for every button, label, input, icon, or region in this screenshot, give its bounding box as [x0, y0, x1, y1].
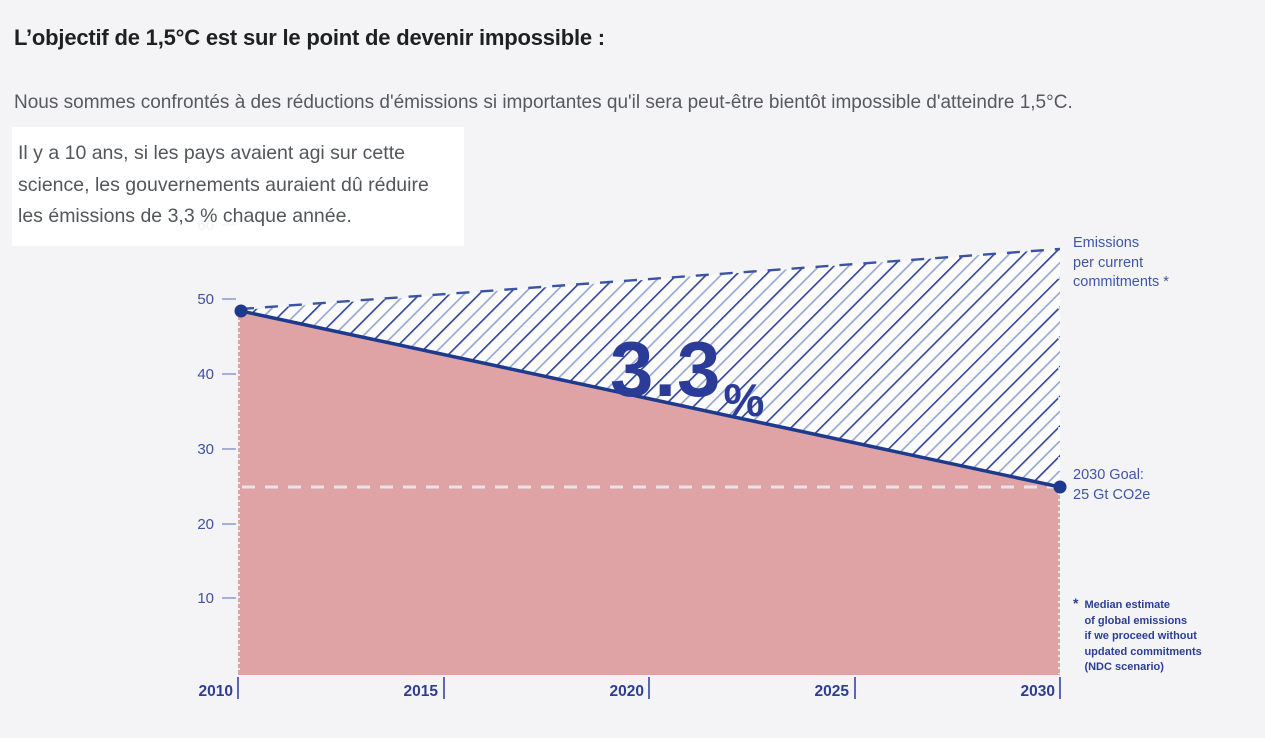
y-tick-mark	[222, 597, 236, 599]
reduction-trend-line	[240, 309, 1061, 489]
y-tick-40: 40	[150, 364, 236, 384]
y-tick-label: 10	[197, 589, 214, 607]
y-tick-mark	[222, 298, 236, 300]
y-tick-label: 40	[197, 365, 214, 383]
x-tick-mark-2015	[443, 677, 445, 699]
y-tick-mark	[222, 373, 236, 375]
x-tick-mark-2010	[237, 677, 239, 699]
goal-2030-label: 2030 Goal: 25 Gt CO2e	[1073, 467, 1151, 503]
percent-sign: %	[723, 374, 766, 426]
reduction-area	[238, 311, 1060, 675]
page-subtitle: Nous sommes confrontés à des réductions …	[14, 92, 1073, 113]
y-tick-mark	[222, 523, 236, 525]
x-tick-mark-2030	[1059, 677, 1061, 699]
tooltip-card: Il y a 10 ans, si les pays avaient agi s…	[12, 127, 464, 246]
reduction-rate-label: 3.3%	[610, 330, 765, 423]
x-tick-label-2020: 2020	[609, 683, 644, 700]
start-point-2010	[234, 304, 248, 318]
ndc-top-dashed-edge	[240, 247, 1061, 311]
x-tick-label-2010: 2010	[198, 683, 233, 700]
x-tick-mark-2020	[648, 677, 650, 699]
asterisk-marker: *	[1073, 595, 1079, 611]
y-tick-label: 30	[197, 440, 214, 458]
y-tick-label: 50	[197, 290, 214, 308]
ndc-gap-area	[241, 249, 1060, 487]
y-tick-mark	[222, 448, 236, 450]
y-tick-30: 30	[150, 439, 236, 459]
y-tick-label: 20	[197, 515, 214, 533]
tooltip-text: Il y a 10 ans, si les pays avaient agi s…	[18, 142, 429, 227]
rate-value: 3.3	[610, 325, 722, 413]
footnote-text: Median estimate of global emissions if w…	[1084, 599, 1202, 673]
page-title: L’objectif de 1,5°C est sur le point de …	[14, 24, 605, 50]
x-tick-label-2030: 2030	[1020, 683, 1055, 700]
y-tick-10: 10	[150, 588, 236, 608]
footnote: * Median estimate of global emissions if…	[1073, 595, 1202, 676]
x-tick-label-2015: 2015	[403, 683, 438, 700]
x-tick-mark-2025	[854, 677, 856, 699]
end-point-2030	[1053, 480, 1067, 494]
x-tick-label-2025: 2025	[814, 683, 849, 700]
emissions-commitments-label: Emissions per current commitments *	[1073, 235, 1169, 290]
y-tick-20: 20	[150, 514, 236, 534]
y-tick-50: 50	[150, 289, 236, 309]
